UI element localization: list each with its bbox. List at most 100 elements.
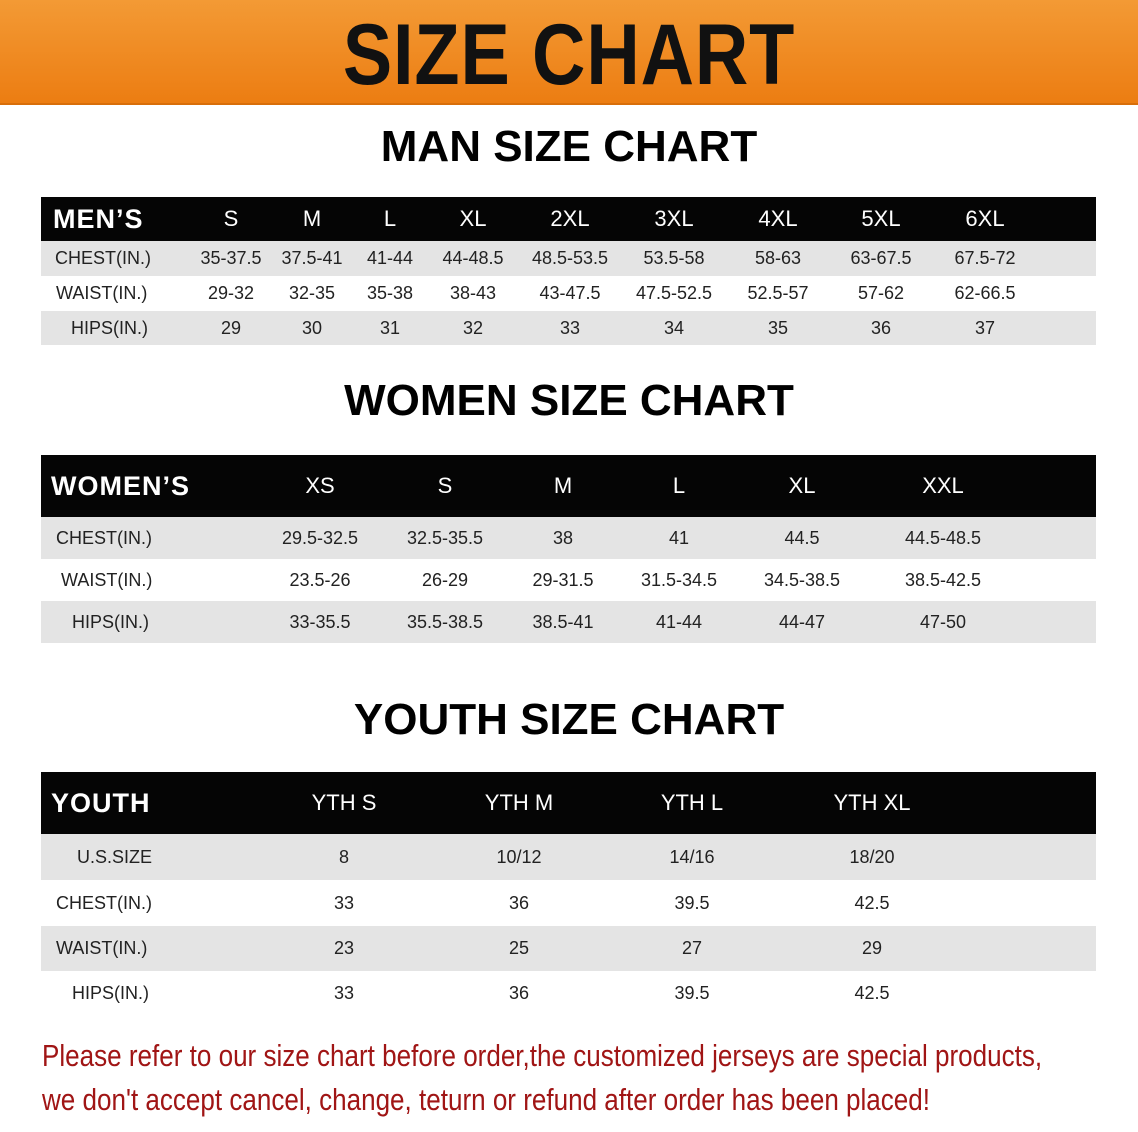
banner: SIZE CHART xyxy=(0,0,1138,105)
table-cell: 34.5-38.5 xyxy=(763,569,841,590)
table-row: HIPS(IN.) 29 30 31 32 33 34 35 36 37 xyxy=(41,311,1096,345)
table-cell: 39.5 xyxy=(674,892,710,913)
table-cell: 29 xyxy=(861,938,883,958)
table-cell: 27 xyxy=(681,938,703,958)
table-cell: 33-35.5 xyxy=(289,611,351,632)
measurement-label: HIPS(IN.) xyxy=(72,983,150,1003)
table-cell: 44.5 xyxy=(784,527,820,548)
table-cell: 38-43 xyxy=(449,283,497,303)
table-row: WAIST(IN.) 23.5-26 26-29 29-31.5 31.5-34.5 34… xyxy=(41,559,1096,601)
table-cell: 38 xyxy=(552,527,574,548)
table-cell: 37 xyxy=(974,317,996,338)
men-section-title: MAN SIZE CHART xyxy=(380,122,758,171)
size-header: YTH S xyxy=(311,790,377,815)
table-cell: 44-47 xyxy=(778,611,826,632)
table-cell: 31.5-34.5 xyxy=(640,569,718,590)
table-cell: 23.5-26 xyxy=(289,569,351,590)
table-cell: 52.5-57 xyxy=(747,283,809,303)
measurement-label: WAIST(IN.) xyxy=(61,569,153,590)
table-row: WAIST(IN.) 23 25 27 29 xyxy=(41,926,1096,971)
size-header: M xyxy=(302,206,322,231)
table-cell: 33 xyxy=(333,983,355,1003)
size-header: L xyxy=(383,206,397,231)
table-cell: 36 xyxy=(870,317,892,338)
table-label: YOUTH xyxy=(51,787,151,818)
table-cell: 26-29 xyxy=(421,569,469,590)
table-cell: 42.5 xyxy=(854,983,890,1003)
table-cell: 36 xyxy=(508,983,530,1003)
measurement-label: CHEST(IN.) xyxy=(55,248,151,268)
table-cell: 25 xyxy=(508,938,530,958)
table-cell: 8 xyxy=(338,846,350,867)
size-header: 4XL xyxy=(758,206,798,231)
table-cell: 30 xyxy=(301,317,323,338)
table-cell: 29-31.5 xyxy=(532,569,594,590)
table-cell: 44.5-48.5 xyxy=(904,527,982,548)
size-header: YTH XL xyxy=(833,790,911,815)
table-cell: 10/12 xyxy=(496,846,542,867)
table-cell: 36 xyxy=(508,892,530,913)
youth-size-table: YOUTH YTH S YTH M YTH L YTH XL U.S.SIZE 8 10/12… xyxy=(41,772,1096,1016)
men-header-row: MEN’S S M L XL 2XL 3XL 4XL 5XL 6XL xyxy=(41,197,1096,241)
size-header: S xyxy=(437,473,453,498)
banner-title: SIZE CHART xyxy=(342,7,796,103)
size-header: YTH M xyxy=(484,790,554,815)
size-header: S xyxy=(223,206,239,231)
table-cell: 41-44 xyxy=(655,611,703,632)
youth-section-title: YOUTH SIZE CHART xyxy=(353,695,785,744)
size-header: M xyxy=(553,473,573,498)
table-row: HIPS(IN.) 33-35.5 35.5-38.5 38.5-41 41-44 44-… xyxy=(41,601,1096,643)
table-row: CHEST(IN.) 35-37.5 37.5-41 41-44 44-48.5 48.5… xyxy=(41,241,1096,276)
size-header: 2XL xyxy=(550,206,590,231)
table-cell: 31 xyxy=(379,317,401,338)
table-cell: 53.5-58 xyxy=(643,248,705,268)
size-header: L xyxy=(672,473,686,498)
measurement-label: U.S.SIZE xyxy=(77,846,153,867)
table-cell: 67.5-72 xyxy=(954,248,1016,268)
table-cell: 34 xyxy=(663,317,685,338)
table-cell: 35 xyxy=(767,317,789,338)
note-line-2: we don't accept cancel, change, teturn o… xyxy=(42,1082,931,1117)
table-cell: 48.5-53.5 xyxy=(531,248,609,268)
size-header: XXL xyxy=(922,473,964,498)
size-header: XL xyxy=(788,473,816,498)
size-header: 3XL xyxy=(654,206,694,231)
table-cell: 33 xyxy=(333,892,355,913)
measurement-label: HIPS(IN.) xyxy=(71,317,149,338)
table-cell: 43-47.5 xyxy=(539,283,601,303)
table-cell: 58-63 xyxy=(754,248,802,268)
size-header: XS xyxy=(305,473,335,498)
table-cell: 35.5-38.5 xyxy=(406,611,484,632)
measurement-label: CHEST(IN.) xyxy=(56,892,152,913)
size-header: XL xyxy=(459,206,487,231)
size-header: 5XL xyxy=(861,206,901,231)
table-row: WAIST(IN.) 29-32 32-35 35-38 38-43 43-47.5 47.… xyxy=(41,276,1096,311)
table-cell: 37.5-41 xyxy=(281,248,343,268)
table-label: WOMEN’S xyxy=(51,470,190,501)
table-cell: 41-44 xyxy=(366,248,414,268)
size-header: 6XL xyxy=(965,206,1005,231)
women-section-title: WOMEN SIZE CHART xyxy=(344,376,794,425)
table-cell: 32-35 xyxy=(288,283,336,303)
table-cell: 42.5 xyxy=(854,892,890,913)
table-cell: 32.5-35.5 xyxy=(406,527,484,548)
table-cell: 63-67.5 xyxy=(850,248,912,268)
table-cell: 35-38 xyxy=(366,283,414,303)
table-cell: 35-37.5 xyxy=(200,248,262,268)
table-cell: 38.5-42.5 xyxy=(904,569,982,590)
table-cell: 47-50 xyxy=(919,611,967,632)
women-header-row: WOMEN’S XS S M L XL XXL xyxy=(41,455,1096,517)
table-cell: 41 xyxy=(668,527,690,548)
measurement-label: CHEST(IN.) xyxy=(56,527,152,548)
size-header: YTH L xyxy=(660,790,724,815)
measurement-label: WAIST(IN.) xyxy=(56,283,148,303)
table-cell: 62-66.5 xyxy=(954,283,1016,303)
table-cell: 29.5-32.5 xyxy=(281,527,359,548)
table-cell: 29 xyxy=(220,317,242,338)
table-cell: 32 xyxy=(462,317,484,338)
table-cell: 29-32 xyxy=(207,283,255,303)
table-cell: 39.5 xyxy=(674,983,710,1003)
table-cell: 14/16 xyxy=(669,846,715,867)
women-size-table: WOMEN’S XS S M L XL XXL CHEST(IN.) 29.5-32.5 32.5… xyxy=(41,455,1096,643)
